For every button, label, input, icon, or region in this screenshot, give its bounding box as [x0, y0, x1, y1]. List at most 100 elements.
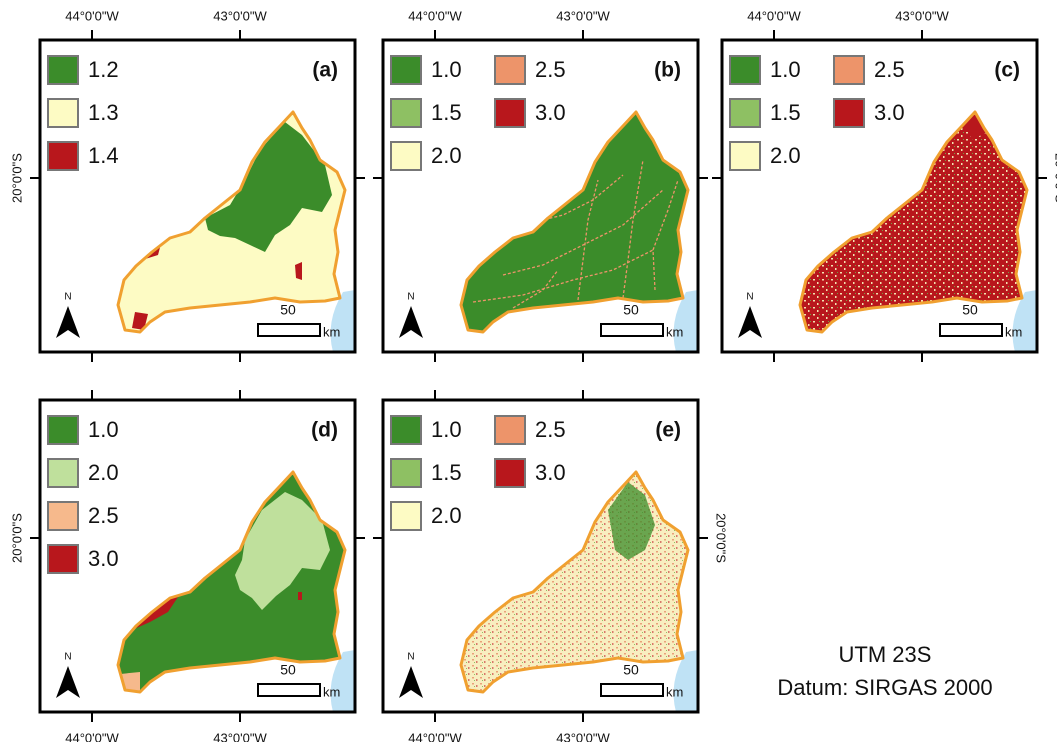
- legend-label: 1.0: [431, 417, 462, 442]
- north-label: N: [407, 292, 414, 303]
- map-panel: 44°0'0"W 43°0'0"W 20°0'0"S 1.0 2.0 2.5 3.0 (d) N…: [9, 390, 365, 742]
- scale-bar: [601, 324, 663, 336]
- legend-swatch: [391, 459, 421, 487]
- latitude-label: 20°0'0"S: [9, 513, 24, 563]
- panel-label: (a): [312, 59, 338, 82]
- legend-label: 1.0: [770, 57, 801, 82]
- legend-swatch: [495, 99, 525, 127]
- longitude-label: 43°0'0"W: [556, 730, 610, 742]
- basin-fill: [722, 40, 1037, 352]
- legend-swatch: [391, 142, 421, 170]
- longitude-label: 44°0'0"W: [65, 730, 119, 742]
- class-area: [383, 400, 698, 712]
- legend-swatch: [834, 56, 864, 84]
- panel-label: (d): [311, 419, 338, 442]
- scale-unit: km: [666, 324, 683, 339]
- legend-swatch: [730, 56, 760, 84]
- legend-label: 1.0: [88, 417, 119, 442]
- scale-distance: 50: [280, 662, 296, 678]
- longitude-label: 44°0'0"W: [747, 8, 801, 23]
- legend-label: 1.5: [770, 100, 801, 125]
- legend-swatch: [834, 99, 864, 127]
- footer-text: UTM 23S: [839, 642, 932, 667]
- basin-fill: [383, 400, 698, 712]
- legend-swatch: [48, 99, 78, 127]
- legend-swatch: [48, 545, 78, 573]
- latitude-label: 20°0'0"S: [9, 153, 24, 203]
- north-label: N: [746, 292, 753, 303]
- scale-distance: 50: [623, 662, 639, 678]
- legend-swatch: [391, 502, 421, 530]
- basin-fill: [40, 40, 355, 352]
- footer-text: Datum: SIRGAS 2000: [777, 675, 992, 700]
- legend-swatch: [391, 416, 421, 444]
- legend-label: 1.2: [88, 57, 119, 82]
- scale-bar: [601, 684, 663, 696]
- scale-bar: [258, 684, 320, 696]
- north-arrow: [399, 306, 423, 338]
- scale-unit: km: [323, 324, 340, 339]
- basin-fill: [383, 40, 698, 352]
- longitude-label: 44°0'0"W: [408, 8, 462, 23]
- north-label: N: [64, 292, 71, 303]
- legend-label: 1.3: [88, 100, 119, 125]
- scale-unit: km: [1005, 324, 1022, 339]
- panel-label: (b): [654, 59, 681, 82]
- scale-distance: 50: [280, 302, 296, 318]
- legend-label: 2.5: [874, 57, 905, 82]
- legend-swatch: [48, 459, 78, 487]
- legend-swatch: [730, 99, 760, 127]
- legend-label: 2.5: [535, 57, 566, 82]
- longitude-label: 44°0'0"W: [65, 8, 119, 23]
- north-label: N: [64, 652, 71, 663]
- legend-swatch: [495, 416, 525, 444]
- legend-label: 1.0: [431, 57, 462, 82]
- legend-swatch: [48, 416, 78, 444]
- north-arrow: [399, 666, 423, 698]
- figure: UTM 23S Datum: SIRGAS 2000 44°0'0"W 43°0'…: [0, 0, 1057, 742]
- panel-label: (c): [994, 59, 1020, 82]
- legend-label: 3.0: [874, 100, 905, 125]
- legend-swatch: [495, 56, 525, 84]
- scale-bar: [258, 324, 320, 336]
- legend-swatch: [48, 142, 78, 170]
- legend-label: 2.0: [431, 143, 462, 168]
- legend-label: 3.0: [88, 546, 119, 571]
- legend-swatch: [48, 502, 78, 530]
- north-arrow: [56, 306, 80, 338]
- legend-label: 1.5: [431, 460, 462, 485]
- longitude-label: 43°0'0"W: [213, 730, 267, 742]
- class-area: [298, 592, 302, 600]
- legend-label: 1.5: [431, 100, 462, 125]
- legend-label: 2.0: [88, 460, 119, 485]
- map-panel: 44°0'0"W 43°0'0"W 20°0'0"S 1.0 1.5 2.0 2.5 3.0 (…: [712, 8, 1057, 362]
- legend-swatch: [495, 459, 525, 487]
- legend-label: 2.0: [770, 143, 801, 168]
- latitude-label: 20°0'0"S: [714, 513, 729, 563]
- longitude-label: 44°0'0"W: [408, 730, 462, 742]
- north-arrow: [738, 306, 762, 338]
- legend-label: 3.0: [535, 460, 566, 485]
- scale-distance: 50: [623, 302, 639, 318]
- legend-label: 2.5: [535, 417, 566, 442]
- latitude-label: 20°0'0"S: [1053, 153, 1057, 203]
- longitude-label: 43°0'0"W: [895, 8, 949, 23]
- legend-label: 3.0: [535, 100, 566, 125]
- legend-swatch: [391, 99, 421, 127]
- class-area: [383, 40, 698, 352]
- legend-swatch: [48, 56, 78, 84]
- panel-label: (e): [655, 419, 681, 442]
- scale-bar: [940, 324, 1002, 336]
- map-panel: 44°0'0"W 43°0'0"W 20°0'0"S 1.0 1.5 2.0 2.5 3.0 (…: [373, 390, 729, 742]
- class-area: [295, 262, 302, 280]
- legend-label: 2.0: [431, 503, 462, 528]
- longitude-label: 43°0'0"W: [213, 8, 267, 23]
- legend-label: 2.5: [88, 503, 119, 528]
- scale-distance: 50: [962, 302, 978, 318]
- scale-unit: km: [323, 684, 340, 699]
- scale-unit: km: [666, 684, 683, 699]
- legend-swatch: [391, 56, 421, 84]
- north-label: N: [407, 652, 414, 663]
